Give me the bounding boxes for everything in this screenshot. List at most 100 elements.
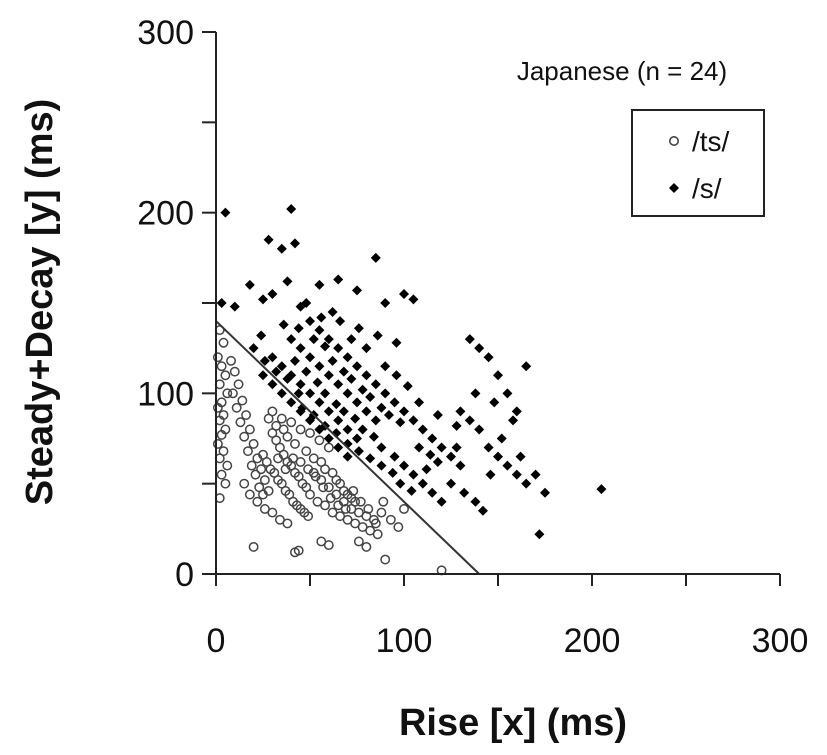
s-point <box>276 388 287 399</box>
s-point <box>286 397 297 408</box>
ts-point <box>267 507 278 518</box>
s-point <box>333 343 344 354</box>
s-point <box>271 366 282 377</box>
ts-point <box>301 446 312 457</box>
ts-point <box>295 457 306 467</box>
ts-point <box>216 469 227 480</box>
s-point <box>352 285 362 296</box>
s-point <box>417 424 428 435</box>
ts-point <box>248 438 259 449</box>
s-point <box>455 460 466 471</box>
ts-point <box>243 446 253 457</box>
ts-point <box>212 402 223 413</box>
x-axis-title: Rise [x] (ms) <box>399 702 627 744</box>
s-point <box>376 460 387 471</box>
s-point <box>342 352 353 363</box>
ts-point <box>314 435 325 446</box>
s-point <box>436 496 447 507</box>
s-point <box>432 410 443 421</box>
y-tick-label: 300 <box>137 14 194 52</box>
ts-point <box>237 395 248 406</box>
s-point <box>216 298 227 308</box>
ts-point <box>265 464 276 475</box>
s-point <box>446 478 456 489</box>
s-point <box>493 451 503 462</box>
ts-point <box>363 504 374 514</box>
s-point <box>314 361 325 372</box>
s-point <box>477 505 488 516</box>
s-point <box>331 399 342 410</box>
s-point <box>323 406 334 417</box>
s-point <box>540 487 550 498</box>
s-point <box>323 370 334 381</box>
s-point <box>267 288 278 299</box>
s-point <box>346 373 357 384</box>
ts-point <box>227 388 238 399</box>
ts-point <box>244 424 255 435</box>
s-point <box>389 451 400 462</box>
s-point <box>389 397 400 408</box>
s-point <box>474 343 485 354</box>
ts-point <box>222 388 233 399</box>
ts-point <box>305 428 315 439</box>
ts-point <box>385 514 396 525</box>
ts-point <box>293 545 304 556</box>
s-point <box>508 415 519 426</box>
s-point <box>333 274 344 285</box>
s-point <box>353 446 364 457</box>
ts-point <box>258 489 268 500</box>
s-point <box>305 388 315 399</box>
y-axis-ticks: 0 100 200 300 <box>137 14 216 594</box>
s-point <box>361 370 372 381</box>
ts-point <box>239 478 250 489</box>
s-point <box>436 442 447 453</box>
ts-point <box>305 489 315 500</box>
s-point <box>406 485 417 496</box>
s-point <box>282 373 293 384</box>
s-point <box>511 469 522 480</box>
s-point <box>323 334 334 345</box>
ts-point <box>323 442 334 453</box>
s-point <box>286 334 297 345</box>
s-point <box>338 406 349 417</box>
ts-point <box>278 424 289 435</box>
s-point <box>327 355 338 366</box>
ts-point <box>229 366 240 377</box>
legend-box <box>631 109 765 217</box>
s-point <box>316 312 327 323</box>
ts-point <box>361 541 372 552</box>
ts-point <box>241 410 252 420</box>
ts-point <box>323 540 334 551</box>
ts-point <box>259 475 270 486</box>
s-point <box>357 424 368 435</box>
ts-point <box>273 453 283 464</box>
chart-annotation: Japanese (n = 24) <box>517 56 727 86</box>
y-tick-label: 200 <box>137 195 194 233</box>
s-point <box>350 413 361 424</box>
ts-point <box>276 413 287 424</box>
s-point <box>305 352 315 363</box>
s-point <box>295 379 306 390</box>
s-point <box>464 334 475 345</box>
ts-point <box>355 496 366 507</box>
s-point <box>511 406 522 417</box>
s-point <box>485 469 496 480</box>
s-point <box>301 366 312 377</box>
ts-point <box>218 337 229 348</box>
y-axis-title: Steady+Decay [y] (ms) <box>19 99 61 506</box>
ts-point <box>239 431 250 442</box>
ts-point <box>348 485 359 496</box>
s-point <box>276 361 287 372</box>
s-point <box>267 352 278 363</box>
s-point <box>451 442 462 453</box>
s-point <box>295 343 306 354</box>
legend-ts-marker <box>668 136 679 147</box>
ts-point <box>250 469 261 480</box>
ts-point <box>248 541 259 552</box>
s-point <box>361 343 372 354</box>
s-point <box>365 391 376 402</box>
s-point <box>278 319 289 330</box>
s-point <box>417 478 428 489</box>
s-point <box>474 424 485 435</box>
ts-point <box>303 464 314 475</box>
